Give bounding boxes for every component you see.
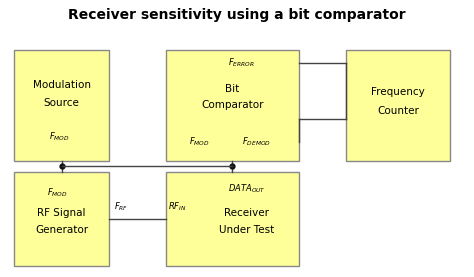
Bar [14,172,109,266]
Bar [166,50,299,161]
Text: Under Test: Under Test [219,225,274,235]
Text: RF Signal: RF Signal [37,208,86,218]
Text: Bit: Bit [225,84,239,94]
Text: Modulation: Modulation [33,80,91,90]
Bar [166,172,299,266]
Text: Receiver: Receiver [224,208,269,218]
Text: $DATA_{OUT}$: $DATA_{OUT}$ [228,183,265,195]
Text: Source: Source [44,98,80,108]
Text: $F_{RF}$: $F_{RF}$ [114,200,128,213]
Text: Generator: Generator [35,225,88,235]
Bar [14,50,109,161]
Text: $F_{MOD}$: $F_{MOD}$ [189,135,210,148]
Text: $RF_{IN}$: $RF_{IN}$ [168,200,187,213]
Text: Frequency: Frequency [371,87,425,97]
Text: Counter: Counter [377,106,419,116]
Text: $F_{MOD}$: $F_{MOD}$ [46,186,67,199]
Text: $F_{ERROR}$: $F_{ERROR}$ [228,57,255,70]
Bar [346,50,450,161]
Text: $F_{MOD}$: $F_{MOD}$ [49,130,70,143]
Text: Receiver sensitivity using a bit comparator: Receiver sensitivity using a bit compara… [68,8,406,22]
Text: Comparator: Comparator [201,100,264,110]
Text: $F_{DEMOD}$: $F_{DEMOD}$ [242,135,271,148]
